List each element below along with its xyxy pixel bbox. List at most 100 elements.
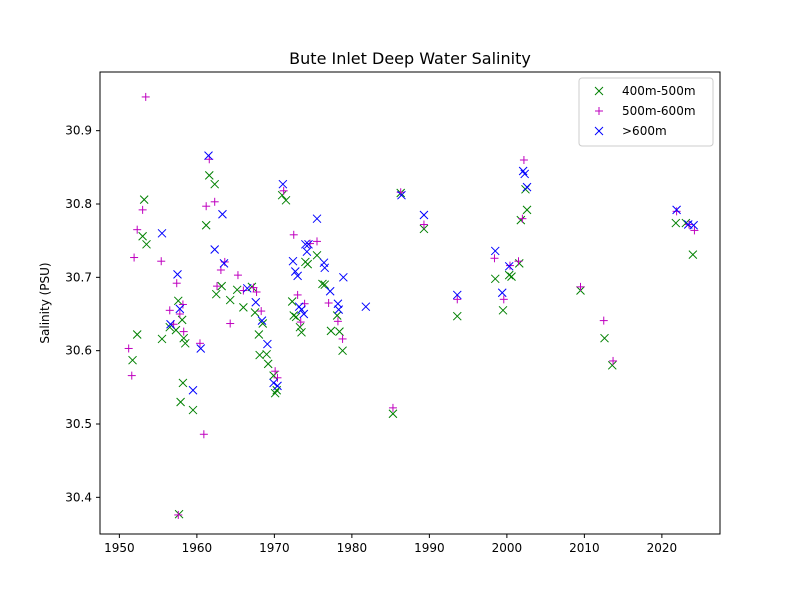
data-point	[166, 319, 175, 329]
data-point	[278, 179, 288, 189]
data-point	[157, 334, 167, 344]
data-point	[173, 296, 183, 306]
y-tick-label: 30.5	[65, 417, 92, 431]
data-point	[179, 327, 188, 336]
data-point	[179, 333, 189, 343]
x-tick-label: 2000	[492, 541, 523, 555]
y-axis: 30.4 30.5 30.6 30.7 30.8 30.9	[65, 124, 100, 504]
data-point	[293, 290, 302, 299]
data-point	[297, 305, 306, 314]
data-point	[175, 304, 185, 314]
legend-frame	[578, 77, 714, 147]
data-point	[199, 430, 208, 439]
data-point	[312, 250, 322, 260]
data-point	[210, 245, 220, 254]
data-point	[172, 279, 181, 288]
legend-label: >600m	[622, 124, 667, 138]
chart-title: Bute Inlet Deep Water Salinity	[289, 49, 531, 68]
legend: 400m-500m 500m-600m >600m	[578, 77, 714, 147]
data-point	[271, 367, 280, 376]
x-tick-label: 2020	[647, 541, 678, 555]
data-point	[232, 285, 242, 295]
data-point	[289, 230, 298, 239]
y-tick-label: 30.8	[65, 197, 92, 211]
data-point	[127, 371, 136, 380]
data-point	[609, 356, 618, 365]
data-point	[263, 339, 272, 349]
data-point	[504, 270, 514, 280]
data-point	[320, 280, 330, 290]
legend-entry: >600m	[594, 124, 667, 138]
data-point	[516, 215, 526, 225]
data-point	[498, 305, 508, 315]
data-point	[499, 295, 508, 304]
data-point	[287, 297, 297, 306]
data-point	[688, 250, 698, 259]
data-point	[313, 237, 321, 246]
data-point	[273, 381, 282, 391]
data-point	[519, 156, 528, 164]
data-point	[157, 257, 166, 266]
data-point	[522, 182, 532, 192]
data-point	[138, 231, 147, 241]
data-point	[262, 349, 271, 359]
data-point	[320, 263, 330, 273]
data-point	[239, 303, 248, 312]
data-point	[302, 247, 312, 257]
data-point	[217, 281, 227, 291]
data-point	[226, 319, 235, 328]
data-point	[255, 350, 265, 360]
data-point	[685, 220, 693, 229]
legend-label: 500m-600m	[622, 104, 696, 118]
data-point	[318, 279, 327, 289]
data-point	[324, 299, 333, 307]
data-point	[279, 186, 288, 195]
data-point	[295, 322, 305, 332]
data-point	[176, 397, 185, 407]
data-point	[157, 228, 167, 238]
data-point	[289, 311, 299, 320]
data-point	[251, 297, 261, 307]
series-2	[157, 151, 699, 395]
data-point	[325, 286, 335, 296]
data-point	[254, 330, 264, 339]
data-point	[269, 378, 278, 388]
data-point	[419, 224, 429, 234]
data-point	[333, 317, 342, 326]
data-point	[497, 288, 507, 298]
data-point	[213, 282, 222, 291]
legend-marker	[594, 126, 604, 136]
data-point	[142, 239, 151, 249]
data-point	[296, 318, 305, 327]
data-point	[607, 360, 617, 370]
data-point	[133, 225, 142, 234]
data-point	[204, 151, 213, 160]
data-point	[332, 311, 342, 320]
data-point	[257, 307, 266, 316]
data-point	[388, 409, 398, 419]
data-point	[277, 190, 287, 200]
data-point	[576, 282, 585, 291]
data-point	[689, 220, 699, 230]
data-point	[671, 218, 681, 228]
x-tick-label: 1950	[104, 541, 135, 555]
data-point	[188, 405, 198, 415]
data-point	[490, 274, 500, 284]
legend-marker	[594, 86, 604, 96]
data-point	[490, 246, 500, 256]
data-point	[174, 510, 183, 519]
data-point	[178, 300, 187, 309]
data-point	[312, 214, 322, 224]
data-point	[247, 282, 257, 292]
data-point	[334, 305, 344, 314]
data-point	[490, 254, 499, 263]
data-point	[299, 309, 309, 319]
data-point	[303, 259, 313, 269]
data-point	[522, 205, 532, 215]
data-point	[138, 205, 147, 214]
data-point	[520, 169, 530, 179]
data-point	[211, 289, 221, 299]
data-point	[180, 338, 190, 348]
data-point	[599, 316, 608, 325]
data-point	[195, 339, 204, 348]
